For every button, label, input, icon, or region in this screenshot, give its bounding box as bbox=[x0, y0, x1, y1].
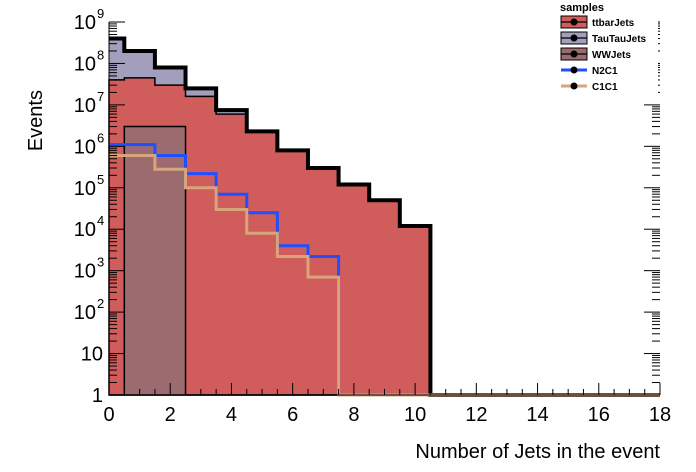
y-tick-label: 10 bbox=[74, 53, 96, 75]
y-tick-exponent: 2 bbox=[97, 296, 104, 311]
legend-marker-wwjets bbox=[570, 50, 578, 58]
x-tick-label: 2 bbox=[165, 404, 176, 426]
x-tick-label: 10 bbox=[404, 404, 426, 426]
legend-marker-c1c1 bbox=[570, 82, 578, 90]
legend-label-n2c1: N2C1 bbox=[592, 66, 618, 77]
y-tick-label: 10 bbox=[74, 136, 96, 158]
legend-label-ttbarjets: ttbarJets bbox=[592, 18, 635, 29]
legend-label-tautaujets: TauTauJets bbox=[592, 34, 647, 45]
y-tick-label: 1 bbox=[92, 385, 103, 407]
y-tick-exponent: 7 bbox=[97, 89, 104, 104]
y-tick-label: 10 bbox=[81, 344, 103, 366]
x-axis-title: Number of Jets in the event bbox=[415, 441, 660, 463]
y-tick-exponent: 4 bbox=[97, 213, 104, 228]
legend-marker-ttbarjets bbox=[570, 18, 578, 26]
x-tick-label: 0 bbox=[103, 404, 114, 426]
legend: samples ttbarJets TauTauJets WWJets N2C1 C1C… bbox=[558, 0, 658, 96]
y-tick-label: 10 bbox=[74, 219, 96, 241]
legend-label-wwjets: WWJets bbox=[592, 50, 631, 61]
x-tick-label: 14 bbox=[526, 404, 548, 426]
y-tick-label: 10 bbox=[74, 12, 96, 34]
x-tick-label: 6 bbox=[287, 404, 298, 426]
y-tick-exponent: 5 bbox=[97, 172, 104, 187]
y-tick-label: 10 bbox=[74, 302, 96, 324]
y-tick-exponent: 3 bbox=[97, 255, 104, 270]
legend-marker-n2c1 bbox=[570, 66, 578, 74]
y-tick-exponent: 6 bbox=[97, 130, 104, 145]
legend-label-c1c1: C1C1 bbox=[592, 82, 618, 93]
y-axis-title: Events bbox=[25, 90, 47, 151]
y-tick-exponent: 8 bbox=[97, 47, 104, 62]
legend-entries: ttbarJets TauTauJets WWJets N2C1 C1C1 bbox=[560, 15, 647, 93]
legend-marker-tautaujets bbox=[570, 34, 578, 42]
x-tick-label: 8 bbox=[348, 404, 359, 426]
x-tick-label: 18 bbox=[649, 404, 671, 426]
y-tick-label: 10 bbox=[74, 261, 96, 283]
x-tick-label: 16 bbox=[588, 404, 610, 426]
y-tick-label: 10 bbox=[74, 95, 96, 117]
legend-title: samples bbox=[560, 2, 604, 14]
x-tick-label: 12 bbox=[465, 404, 487, 426]
x-tick-label: 4 bbox=[226, 404, 237, 426]
y-tick-exponent: 9 bbox=[97, 6, 104, 21]
y-tick-label: 10 bbox=[74, 178, 96, 200]
